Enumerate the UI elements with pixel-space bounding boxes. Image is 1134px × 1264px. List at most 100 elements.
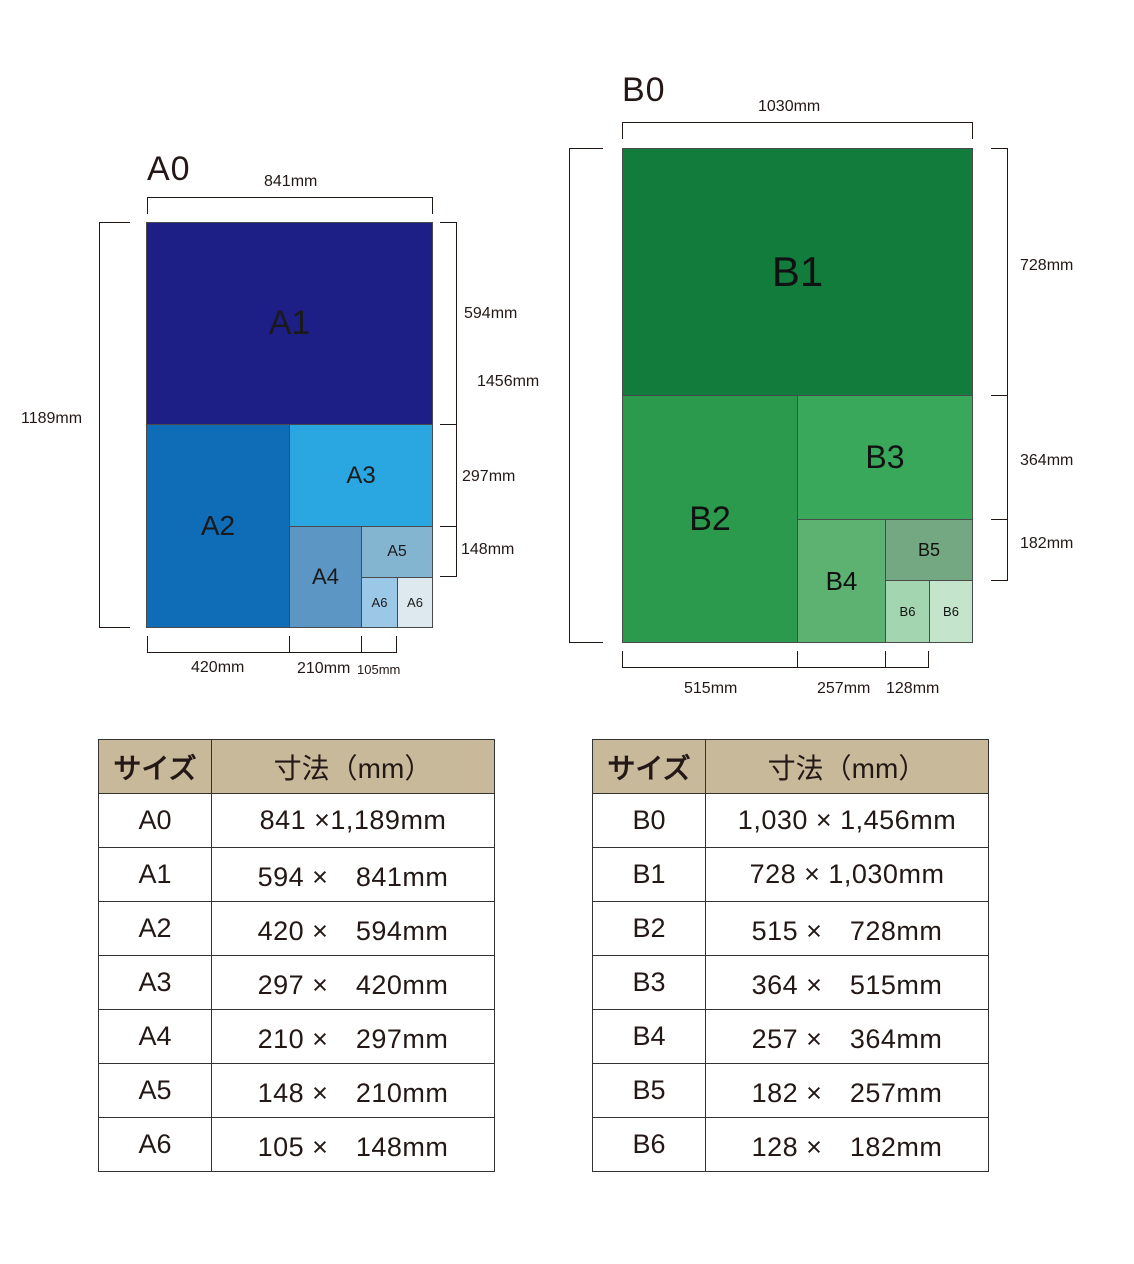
size-cell: A1 xyxy=(98,847,212,902)
a-right-bracket-top-tick xyxy=(440,222,457,223)
b1-label: B1 xyxy=(771,248,824,295)
b4-label: B4 xyxy=(825,565,858,596)
b-bottom-bracket-tick-0 xyxy=(622,651,623,668)
a-right-bracket-a1-tick xyxy=(440,424,457,425)
a0-height-label: 1189mm xyxy=(21,410,83,427)
a0-width-bracket xyxy=(147,197,433,198)
b6-sheet-right: B6 xyxy=(929,580,973,643)
a-bottom-bracket xyxy=(147,652,397,653)
b0-width-label: 1030mm xyxy=(758,98,821,115)
a0-width-bracket-left-tick xyxy=(147,197,148,214)
table-row: A5 148 × 210mm xyxy=(98,1063,495,1118)
a6-sheet-right: A6 xyxy=(397,577,433,628)
a5-label: A5 xyxy=(387,543,407,560)
a6-left-label: A6 xyxy=(371,595,388,610)
a-table-header-row: サイズ 寸法（mm） xyxy=(98,739,495,794)
b0-height-label: 1456mm xyxy=(477,373,540,390)
dimension-cell: 1,030 × 1,456mm xyxy=(705,793,989,848)
size-cell: B5 xyxy=(592,1063,706,1118)
b6-right-label: B6 xyxy=(943,604,959,619)
dimension-cell: 364 × 515mm xyxy=(705,955,989,1010)
b-table-header-dim: 寸法（mm） xyxy=(705,739,989,794)
a2-sheet: A2 xyxy=(146,424,290,628)
a5-sheet: A5 xyxy=(361,526,433,578)
a1-label: A1 xyxy=(268,304,311,342)
a1-height-label: 594mm xyxy=(464,305,518,322)
table-row: A0 841 ×1,189mm xyxy=(98,793,495,848)
b0-height-bracket-bottom-tick xyxy=(569,642,603,643)
b-right-bracket-top-tick xyxy=(991,148,1008,149)
b3-label: B3 xyxy=(865,439,905,475)
table-row: B4 257 × 364mm xyxy=(592,1009,989,1064)
dimension-cell: 210 × 297mm xyxy=(211,1009,495,1064)
a-right-bracket-a3-tick xyxy=(440,526,457,527)
b-right-bracket xyxy=(1007,148,1008,581)
b-right-bracket-b3-tick xyxy=(991,519,1008,520)
a-bottom-bracket-tick-1 xyxy=(289,636,290,653)
b-bottom-bracket-tick-1 xyxy=(797,651,798,668)
b0-height-bracket xyxy=(569,148,570,643)
table-row: A3 297 × 420mm xyxy=(98,955,495,1010)
b-size-table: サイズ 寸法（mm） B0 1,030 × 1,456mm B1 728 × 1,03… xyxy=(592,739,989,1172)
b0-width-bracket-left-tick xyxy=(622,122,623,139)
size-cell: A6 xyxy=(98,1117,212,1172)
a-bottom-bracket-tick-2 xyxy=(361,636,362,653)
a2-width-label: 420mm xyxy=(191,659,245,676)
table-row: A6 105 × 148mm xyxy=(98,1117,495,1172)
a-table-header-dim: 寸法（mm） xyxy=(211,739,495,794)
b-table-body: B0 1,030 × 1,456mm B1 728 × 1,030mm B2 515 × … xyxy=(592,793,989,1172)
b2-sheet: B2 xyxy=(622,395,798,643)
a5-height-label: 148mm xyxy=(461,541,515,558)
dimension-cell: 515 × 728mm xyxy=(705,901,989,956)
b5-label: B5 xyxy=(917,539,941,560)
table-row: B3 364 × 515mm xyxy=(592,955,989,1010)
table-row: A4 210 × 297mm xyxy=(98,1009,495,1064)
size-cell: A2 xyxy=(98,901,212,956)
a-table-header-size: サイズ xyxy=(98,739,212,794)
b4-sheet: B4 xyxy=(797,519,886,643)
size-cell: A0 xyxy=(98,793,212,848)
b1-sheet: B1 xyxy=(622,148,973,396)
a-right-bracket-a5-tick xyxy=(440,576,457,577)
b2-label: B2 xyxy=(689,499,731,538)
table-row: A1 594 × 841mm xyxy=(98,847,495,902)
a0-width-bracket-right-tick xyxy=(432,197,433,214)
a-size-table: サイズ 寸法（mm） A0 841 ×1,189mm A1 594 × 841mm A2… xyxy=(98,739,495,1172)
a-right-bracket xyxy=(456,222,457,577)
b6-width-label: 128mm xyxy=(886,680,940,697)
table-row: B5 182 × 257mm xyxy=(592,1063,989,1118)
table-row: B1 728 × 1,030mm xyxy=(592,847,989,902)
a-table-body: A0 841 ×1,189mm A1 594 × 841mm A2 420 × 594mm… xyxy=(98,793,495,1172)
size-cell: A4 xyxy=(98,1009,212,1064)
dimension-cell: 105 × 148mm xyxy=(211,1117,495,1172)
a0-width-label: 841mm xyxy=(264,173,318,190)
dimension-cell: 182 × 257mm xyxy=(705,1063,989,1118)
dimension-cell: 128 × 182mm xyxy=(705,1117,989,1172)
a4-width-label: 210mm xyxy=(297,660,351,677)
b-right-bracket-b1-tick xyxy=(991,395,1008,396)
a6-sheet-left: A6 xyxy=(361,577,398,628)
a0-title: A0 xyxy=(147,150,191,188)
table-row: A2 420 × 594mm xyxy=(98,901,495,956)
a1-sheet: A1 xyxy=(146,222,433,425)
a3-sheet: A3 xyxy=(289,424,433,527)
a6-width-label: 105mm xyxy=(357,662,401,677)
dimension-cell: 594 × 841mm xyxy=(211,847,495,902)
b-table-header-size: サイズ xyxy=(592,739,706,794)
b-right-bracket-b5-tick xyxy=(991,580,1008,581)
a3-label: A3 xyxy=(346,461,376,489)
table-row: B2 515 × 728mm xyxy=(592,901,989,956)
b6-sheet-left: B6 xyxy=(885,580,930,643)
a0-height-bracket xyxy=(99,222,100,628)
dimension-cell: 420 × 594mm xyxy=(211,901,495,956)
size-cell: B6 xyxy=(592,1117,706,1172)
a4-sheet: A4 xyxy=(289,526,362,628)
b-bottom-bracket-tick-3 xyxy=(928,651,929,668)
b-table-header-row: サイズ 寸法（mm） xyxy=(592,739,989,794)
a-bottom-bracket-tick-3 xyxy=(396,636,397,653)
b-bottom-bracket xyxy=(622,667,929,668)
size-cell: B3 xyxy=(592,955,706,1010)
a2-label: A2 xyxy=(200,510,236,541)
size-cell: B0 xyxy=(592,793,706,848)
table-row: B0 1,030 × 1,456mm xyxy=(592,793,989,848)
